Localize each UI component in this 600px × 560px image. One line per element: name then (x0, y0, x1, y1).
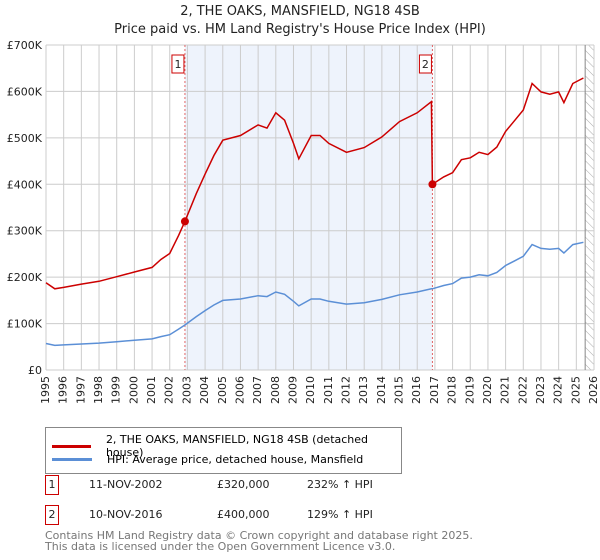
sale-label: 2 (422, 58, 429, 71)
x-tick-label: 1997 (74, 376, 87, 404)
x-tick-label: 1995 (39, 376, 52, 404)
footer-licence: This data is licensed under the Open Gov… (45, 540, 396, 553)
sale-label: 1 (174, 58, 181, 71)
x-tick-label: 2018 (446, 376, 459, 404)
legend-swatch-hpi (52, 458, 92, 461)
legend: 2, THE OAKS, MANSFIELD, NG18 4SB (detach… (45, 427, 402, 474)
x-tick-label: 2025 (569, 376, 582, 404)
y-tick-label: £0 (28, 364, 42, 377)
sale-date: 10-NOV-2016 (89, 508, 163, 521)
x-tick-label: 2012 (340, 376, 353, 404)
y-tick-label: £200K (7, 271, 43, 284)
x-tick-label: 2005 (216, 376, 229, 404)
sale-label-box (171, 54, 185, 74)
footer-copyright: Contains HM Land Registry data © Crown c… (45, 529, 473, 542)
x-tick-label: 1998 (92, 376, 105, 404)
sale-price: £400,000 (217, 508, 270, 521)
x-tick-label: 2008 (269, 376, 282, 404)
y-tick-label: £300K (7, 225, 43, 238)
x-tick-label: 2015 (393, 376, 406, 404)
y-tick-label: £700K (7, 39, 43, 52)
x-tick-label: 2009 (286, 376, 299, 404)
x-tick-label: 1999 (110, 376, 123, 404)
x-tick-label: 2000 (127, 376, 140, 404)
shaded-ownership-period (184, 45, 433, 370)
y-tick-label: £500K (7, 132, 43, 145)
sale-hpi-change: 232% ↑ HPI (307, 478, 373, 491)
forecast-hatch (585, 45, 594, 370)
property-price-line (45, 77, 584, 290)
sale-date: 11-NOV-2002 (89, 478, 163, 491)
sale-price: £320,000 (217, 478, 270, 491)
x-tick-label: 2014 (375, 376, 388, 404)
hpi-line (45, 241, 584, 347)
x-tick-label: 2004 (198, 376, 211, 404)
x-tick-label: 2022 (516, 376, 529, 404)
sale-badge: 1 (45, 475, 59, 495)
x-tick-label: 2010 (304, 376, 317, 404)
x-tick-label: 2023 (534, 376, 547, 404)
sale-point (180, 217, 189, 226)
x-tick-label: 2017 (428, 376, 441, 404)
x-tick-label: 2011 (322, 376, 335, 404)
x-tick-label: 2024 (552, 376, 565, 404)
chart-title: 2, THE OAKS, MANSFIELD, NG18 4SB (180, 4, 420, 19)
x-tick-label: 2002 (163, 376, 176, 404)
legend-label-hpi: HPI: Average price, detached house, Mans… (107, 453, 364, 466)
chart-subtitle: Price paid vs. HM Land Registry's House … (114, 22, 486, 37)
price-chart: 1995 1996 1997 1998 1999 2000 2001 2002 2003 2004… (7, 39, 600, 404)
x-tick-label: 2013 (357, 376, 370, 404)
y-tick-label: £100K (7, 318, 43, 331)
x-tick-label: 2019 (463, 376, 476, 404)
x-tick-label: 2026 (587, 376, 600, 404)
y-tick-label: £400K (7, 178, 43, 191)
sale-hpi-change: 129% ↑ HPI (307, 508, 373, 521)
x-tick-label: 2003 (180, 376, 193, 404)
x-tick-label: 2006 (233, 376, 246, 404)
footer: Contains HM Land Registry data © Crown c… (45, 530, 473, 552)
sale-label-box (418, 54, 432, 74)
x-tick-label: 2001 (145, 376, 158, 404)
legend-swatch-property (52, 444, 91, 448)
legend-label-property: 2, THE OAKS, MANSFIELD, NG18 4SB (detach… (105, 433, 369, 459)
sale-point (428, 180, 437, 189)
y-tick-label: £600K (7, 85, 43, 98)
x-tick-label: 2007 (251, 376, 264, 404)
x-tick-label: 2021 (499, 376, 512, 404)
sale-badge: 2 (45, 505, 59, 525)
x-tick-label: 1996 (57, 376, 70, 404)
x-tick-label: 2016 (410, 376, 423, 404)
x-tick-label: 2020 (481, 376, 494, 404)
